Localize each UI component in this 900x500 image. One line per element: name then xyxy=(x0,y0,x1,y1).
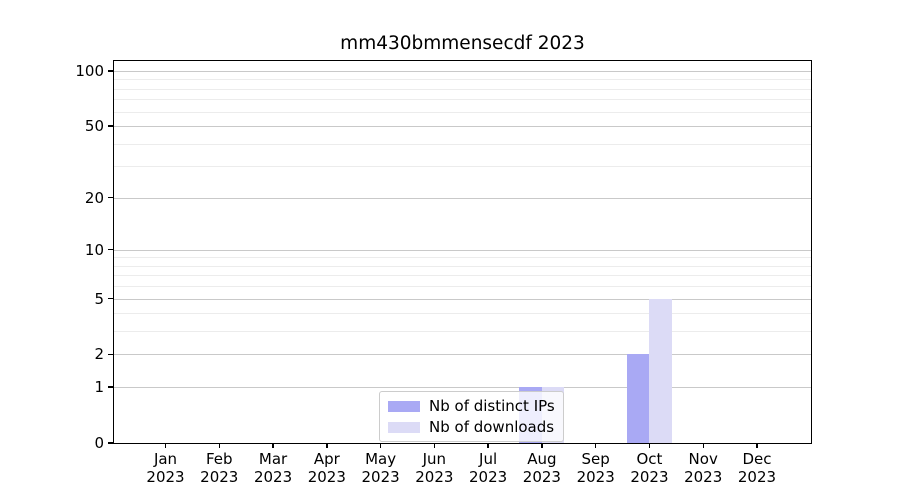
x-tick-label: Sep 2023 xyxy=(576,450,615,486)
y-tick-label: 5 xyxy=(94,289,104,308)
x-tick-label: May 2023 xyxy=(361,450,400,486)
y-gridline-major xyxy=(114,387,811,389)
y-gridline-major xyxy=(114,71,811,72)
y-tick-label: 10 xyxy=(84,240,104,259)
legend-item-distinct-ips: Nb of distinct IPs xyxy=(388,397,555,415)
legend-swatch-downloads xyxy=(388,421,420,433)
x-tick xyxy=(487,443,489,448)
plot-area xyxy=(114,61,811,443)
x-tick xyxy=(326,443,328,448)
y-tick-label: 1 xyxy=(94,378,104,397)
x-tick-label: Jan 2023 xyxy=(146,450,185,486)
y-tick-label: 2 xyxy=(94,345,104,364)
y-tick-label: 0 xyxy=(94,434,104,452)
x-tick-label: Aug 2023 xyxy=(522,450,561,486)
y-gridline-minor xyxy=(114,265,811,267)
legend-label-distinct-ips: Nb of distinct IPs xyxy=(429,397,555,415)
x-tick xyxy=(433,443,436,448)
y-gridline-major xyxy=(114,126,811,128)
x-tick xyxy=(218,443,220,448)
y-gridline-minor xyxy=(114,143,811,145)
y-gridline-minor xyxy=(114,257,811,259)
x-tick-label: Nov 2023 xyxy=(684,450,723,486)
y-gridline-minor xyxy=(114,331,811,333)
y-tick xyxy=(108,386,114,388)
y-tick xyxy=(108,442,114,444)
chart-title: mm430bmmensecdf 2023 xyxy=(340,33,585,54)
bar-downloads xyxy=(649,298,672,443)
x-tick xyxy=(164,443,167,448)
x-tick xyxy=(648,443,651,448)
y-gridline-major xyxy=(114,354,811,356)
x-tick xyxy=(379,443,382,448)
y-gridline-major xyxy=(114,197,811,199)
y-tick xyxy=(108,196,114,199)
x-tick-label: Feb 2023 xyxy=(200,450,239,486)
y-gridline-minor xyxy=(114,286,811,288)
x-tick-label: Dec 2023 xyxy=(737,450,777,486)
y-gridline-minor xyxy=(114,166,811,168)
y-tick xyxy=(108,125,114,127)
y-tick xyxy=(108,297,114,300)
legend: Nb of distinct IPs Nb of downloads xyxy=(379,391,564,442)
x-tick xyxy=(756,443,758,448)
y-tick-label: 50 xyxy=(84,117,104,136)
x-tick xyxy=(541,443,543,448)
x-tick xyxy=(272,443,274,448)
legend-item-downloads: Nb of downloads xyxy=(388,418,555,436)
x-tick-label: Jul 2023 xyxy=(469,450,508,486)
x-tick xyxy=(594,443,597,448)
legend-swatch-distinct-ips xyxy=(388,400,420,412)
x-tick-label: Apr 2023 xyxy=(307,450,346,486)
y-tick xyxy=(108,70,114,72)
y-gridline-major xyxy=(114,298,811,300)
y-tick-label: 20 xyxy=(84,188,104,207)
y-gridline-minor xyxy=(114,275,811,277)
x-tick-label: Oct 2023 xyxy=(630,450,669,486)
y-gridline-minor xyxy=(114,99,811,101)
y-gridline-minor xyxy=(114,79,811,81)
y-tick xyxy=(108,353,114,356)
y-gridline-minor xyxy=(114,111,811,113)
bar-distinct-ips xyxy=(627,354,650,443)
y-gridline-major xyxy=(114,249,811,251)
y-tick-label: 100 xyxy=(75,62,104,80)
y-gridline-minor xyxy=(114,313,811,315)
y-gridline-minor xyxy=(114,88,811,90)
x-tick xyxy=(702,443,704,448)
legend-label-downloads: Nb of downloads xyxy=(429,418,555,436)
x-tick-label: Jun 2023 xyxy=(415,450,454,486)
y-tick xyxy=(108,249,114,251)
x-tick-label: Mar 2023 xyxy=(253,450,293,486)
